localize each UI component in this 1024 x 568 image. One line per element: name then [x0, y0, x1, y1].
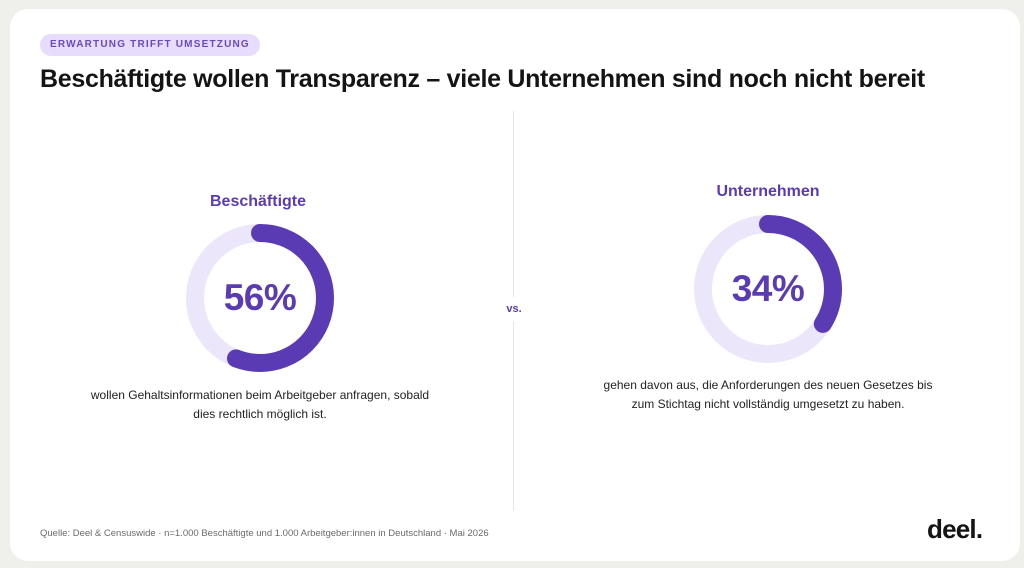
percentage-employees: 56% — [223, 277, 297, 318]
description-employees: wollen Gehaltsinformationen beim Arbeitg… — [90, 388, 430, 421]
panel-title-companies: Unternehmen — [716, 183, 820, 200]
donut-svg-companies — [694, 215, 842, 363]
category-tag: ERWARTUNG TRIFFT UMSETZUNG — [40, 34, 260, 56]
donut-arc-employees — [186, 224, 334, 372]
donut-companies: 34% — [694, 215, 842, 363]
source-note: Quelle: Deel & Censuswide · n=1.000 Besc… — [40, 528, 489, 539]
donut-employees: 56% — [186, 224, 334, 372]
description-companies: gehen davon aus, die Anforderungen des n… — [603, 378, 933, 411]
deel-logo: deel. — [927, 514, 983, 544]
page-title: Beschäftigte wollen Transparenz – viele … — [40, 65, 925, 93]
percentage-companies: 34% — [731, 268, 805, 309]
infographic-card: ERWARTUNG TRIFFT UMSETZUNG Beschäftigte … — [10, 9, 1020, 561]
donut-svg-employees — [186, 224, 334, 372]
donut-arc-companies — [694, 215, 842, 363]
vs-label: vs. — [497, 297, 531, 321]
panel-title-employees: Beschäftigte — [209, 193, 307, 210]
